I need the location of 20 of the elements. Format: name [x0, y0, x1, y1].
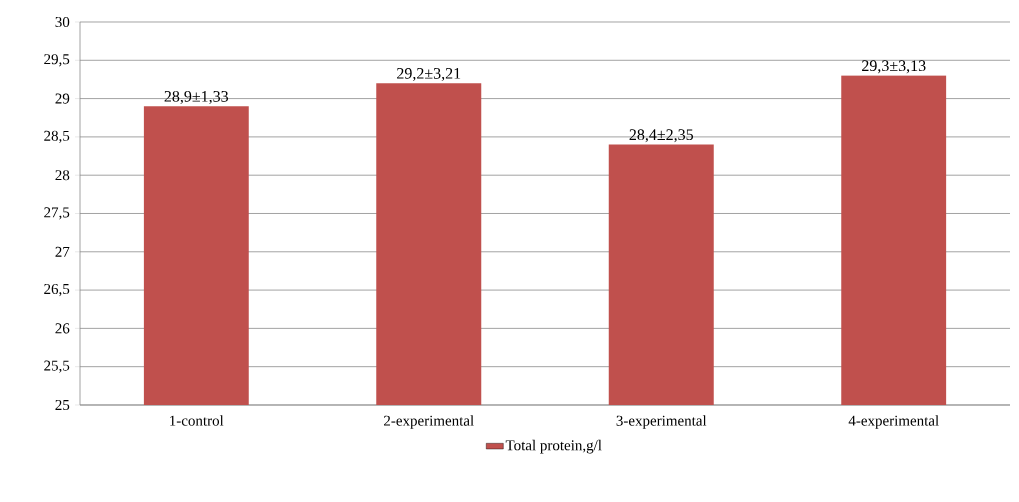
x-tick-label: 4-experimental: [848, 415, 939, 429]
data-label: 28,9±1,33: [164, 90, 229, 105]
y-tick-label: 29: [55, 93, 70, 104]
y-tick-label: 28,5: [44, 130, 70, 144]
y-tick-label: 30: [55, 16, 70, 28]
y-tick-label: 26: [55, 323, 70, 334]
y-tick-label: 27,5: [44, 207, 70, 220]
y-tick-label: 25,5: [44, 360, 70, 373]
y-tick-label: 28: [55, 170, 70, 181]
legend-label: Total protein,g/l: [505, 439, 602, 454]
x-tick-label: 1-control: [170, 415, 224, 426]
data-label: 29,3±3,13: [862, 60, 926, 74]
x-tick-label: 3-experimental: [616, 415, 707, 429]
y-tick-label: 27: [55, 246, 70, 257]
data-label: 28,4±2,35: [629, 129, 694, 143]
y-tick-label: 26,5: [44, 283, 70, 297]
data-label: 29,2±3,21: [397, 68, 461, 82]
y-tick-label: 29,5: [44, 54, 70, 67]
y-tick-label: 25: [55, 399, 70, 411]
x-tick-label: 2-experimental: [384, 415, 474, 429]
